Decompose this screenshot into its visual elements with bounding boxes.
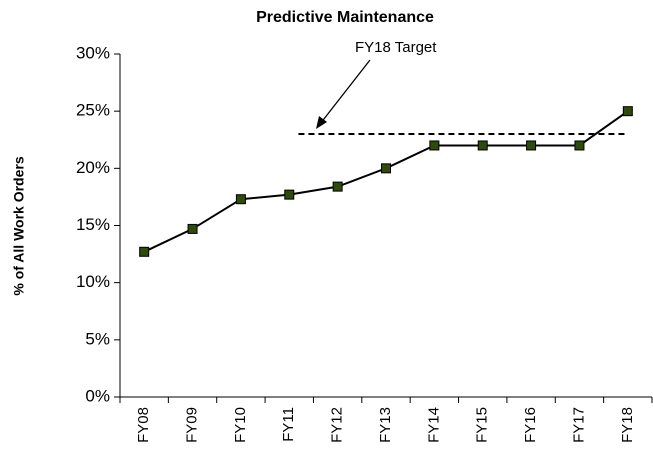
data-point <box>574 140 585 151</box>
x-tick-label: FY18 <box>619 407 636 443</box>
y-tick-label: 5% <box>85 329 110 348</box>
x-tick-label: FY10 <box>232 407 249 443</box>
data-point <box>381 163 391 174</box>
x-tick-label: FY14 <box>425 407 442 443</box>
target-label: FY18 Target <box>355 39 437 56</box>
data-point <box>526 140 537 151</box>
data-point <box>187 223 198 234</box>
data-line <box>143 110 629 253</box>
y-tick-label: 10% <box>76 272 110 291</box>
x-tick-label: FY16 <box>522 407 539 443</box>
x-tick-label: FY15 <box>474 407 491 443</box>
data-point <box>477 140 488 151</box>
x-tick-label: FY13 <box>377 407 394 443</box>
data-point <box>284 189 295 200</box>
x-tick-label: FY11 <box>280 407 297 442</box>
data-point <box>429 140 440 151</box>
y-tick-label: 25% <box>76 101 110 120</box>
target-arrow <box>319 59 371 125</box>
x-tick-label: FY08 <box>135 407 152 443</box>
data-point <box>139 246 150 257</box>
chart-title: Predictive Maintenance <box>256 9 434 26</box>
y-axis-label: % of All Work Orders <box>11 156 27 295</box>
data-point <box>332 181 343 192</box>
y-tick-label: 30% <box>76 43 110 62</box>
x-tick-label: FY12 <box>329 407 346 443</box>
y-tick-label: 0% <box>85 386 110 405</box>
arrow-head <box>316 116 327 129</box>
data-point <box>622 106 633 117</box>
y-tick-label: 15% <box>76 215 110 234</box>
data-point <box>235 194 246 205</box>
x-tick-label: FY09 <box>184 407 201 443</box>
y-tick-label: 20% <box>76 158 110 177</box>
x-tick-label: FY17 <box>570 407 587 443</box>
